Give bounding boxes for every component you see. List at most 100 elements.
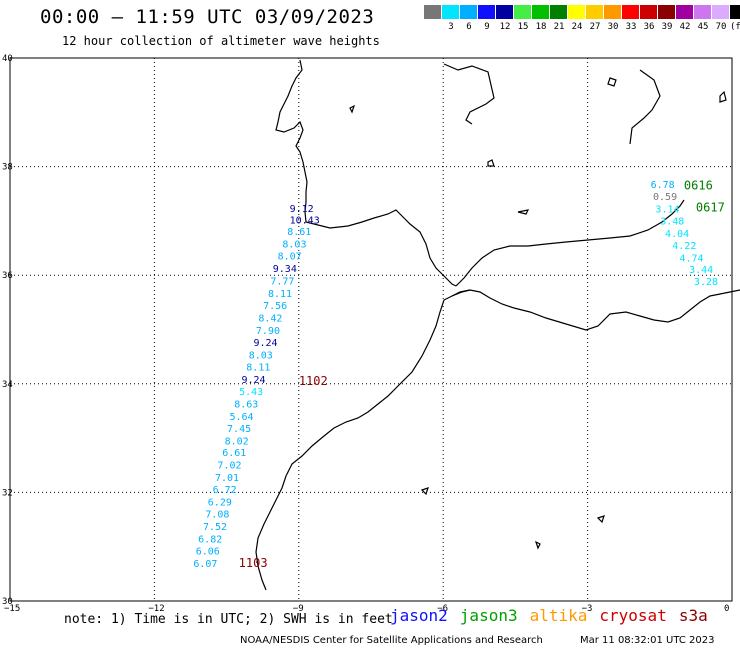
legend-item-jason2: jason2 xyxy=(390,606,448,625)
scale-swatch xyxy=(658,5,676,19)
wave-height-label: 0.59 xyxy=(653,192,677,203)
footer: NOAA/NESDIS Center for Satellite Applica… xyxy=(240,635,715,646)
scale-label: 42 xyxy=(679,22,691,32)
wave-height-label: 8.07 xyxy=(278,252,302,263)
footer-timestamp: Mar 11 08:32:01 UTC 2023 xyxy=(580,635,715,646)
islet-2 xyxy=(487,159,495,167)
scale-label: 9 xyxy=(484,22,490,32)
legend-item-jason3: jason3 xyxy=(459,606,518,625)
scale-swatch xyxy=(550,5,568,19)
wave-height-label: 8.03 xyxy=(249,350,273,361)
scale-swatch xyxy=(442,5,460,19)
scale-label: 39 xyxy=(661,22,673,32)
lat-tick-label: 40 xyxy=(2,54,13,64)
pass-time-label: 0616 xyxy=(684,179,713,193)
scale-swatch xyxy=(586,5,604,19)
portugal-coastline xyxy=(275,59,457,287)
wave-height-label: 8.11 xyxy=(268,289,292,300)
wave-height-label: 6.82 xyxy=(198,535,222,546)
islet-5 xyxy=(596,515,605,524)
scale-swatch xyxy=(460,5,478,19)
wave-height-label: 6.06 xyxy=(196,547,220,558)
islet-6 xyxy=(534,540,541,550)
scale-swatch xyxy=(568,5,586,19)
map-note: note: 1) Time is in UTC; 2) SWH is in fe… xyxy=(64,612,393,627)
scale-label: 45 xyxy=(697,22,709,32)
pass-time-label: 0617 xyxy=(696,200,725,214)
scale-swatch xyxy=(694,5,712,19)
scale-swatch xyxy=(478,5,496,19)
wave-height-label: 7.56 xyxy=(263,301,287,312)
wave-height-label: 8.03 xyxy=(282,240,306,251)
wave-height-label: 6.07 xyxy=(193,559,217,570)
scale-label: 6 xyxy=(466,22,472,32)
lon-tick-label: −6 xyxy=(437,604,448,614)
axis-tick-labels: 40 38 36 34 32 30−15 −12 −9 −6 −3 0 xyxy=(2,54,729,614)
islet-3 xyxy=(517,209,530,215)
wave-height-label: 5.64 xyxy=(229,412,253,423)
map-title: 00:00 – 11:59 UTC 03/09/2023 xyxy=(40,6,375,28)
spain-coastline xyxy=(455,199,685,287)
map-frame xyxy=(9,57,733,602)
scale-swatch xyxy=(514,5,532,19)
wave-height-label: 4.74 xyxy=(679,253,703,264)
wave-height-label: 10.43 xyxy=(290,215,320,226)
island-fragment xyxy=(607,77,617,87)
legend-item-s3a: s3a xyxy=(678,606,708,625)
pass-time-label: 1103 xyxy=(239,556,268,570)
wave-height-label: 8.02 xyxy=(225,436,249,447)
scale-label: 33 xyxy=(625,22,637,32)
lon-tick-label: −3 xyxy=(582,604,593,614)
scale-label: 27 xyxy=(589,22,601,32)
map-gridlines xyxy=(10,58,732,601)
lon-tick-label: −15 xyxy=(4,604,20,614)
scale-swatch xyxy=(730,5,740,19)
wave-height-label: 4.04 xyxy=(665,229,689,240)
islet-4 xyxy=(420,487,429,496)
lat-tick-label: 38 xyxy=(2,163,13,173)
scale-label: 70 xyxy=(715,22,727,32)
lat-tick-label: 32 xyxy=(2,488,13,498)
islet-1 xyxy=(349,104,356,114)
scale-swatch xyxy=(604,5,622,19)
wave-height-label: 3.44 xyxy=(689,265,713,276)
wave-height-label: 8.42 xyxy=(258,314,282,325)
lat-tick-label: 36 xyxy=(2,271,13,281)
coast-fragment-east xyxy=(629,69,661,145)
scale-swatch xyxy=(712,5,730,19)
wave-height-label: 6.29 xyxy=(208,498,232,509)
wave-height-observations: 9.1210.438.618.038.079.347.778.117.568.4… xyxy=(193,180,718,570)
scale-label: 15 xyxy=(517,22,529,32)
lon-tick-label: −9 xyxy=(293,604,304,614)
scale-label: 12 xyxy=(499,22,511,32)
wave-height-label: 7.77 xyxy=(270,277,294,288)
wave-height-label: 3.14 xyxy=(655,204,679,215)
map-subtitle: 12 hour collection of altimeter wave hei… xyxy=(62,34,380,48)
wave-height-label: 9.34 xyxy=(273,264,297,275)
coastlines xyxy=(255,59,740,591)
wave-height-label: 7.02 xyxy=(217,461,241,472)
wave-height-label: 7.45 xyxy=(227,424,251,435)
wave-height-label: 3.28 xyxy=(694,277,718,288)
pass-time-stamps: 1102 1103 0616 0617 xyxy=(239,179,725,570)
scale-label: 24 xyxy=(571,22,583,32)
wave-height-label: 6.61 xyxy=(222,448,246,459)
morocco-coastline xyxy=(255,289,740,591)
wave-height-label: 7.90 xyxy=(256,326,280,337)
wave-height-label: 6.72 xyxy=(213,485,237,496)
scale-label: 30 xyxy=(607,22,619,32)
wave-height-label: 9.24 xyxy=(241,375,265,386)
scale-label: (ft) xyxy=(730,22,740,32)
wave-height-label: 9.12 xyxy=(290,204,314,215)
scale-swatch xyxy=(676,5,694,19)
wave-height-label: 7.52 xyxy=(203,522,227,533)
wave-height-label: 9.24 xyxy=(254,338,278,349)
scale-label: 3 xyxy=(448,22,454,32)
pass-time-label: 1102 xyxy=(299,374,328,388)
wave-height-label: 7.01 xyxy=(215,473,239,484)
lat-tick-label: 34 xyxy=(2,380,13,390)
wave-height-label: 8.63 xyxy=(234,399,258,410)
color-scale-swatches xyxy=(424,5,740,19)
